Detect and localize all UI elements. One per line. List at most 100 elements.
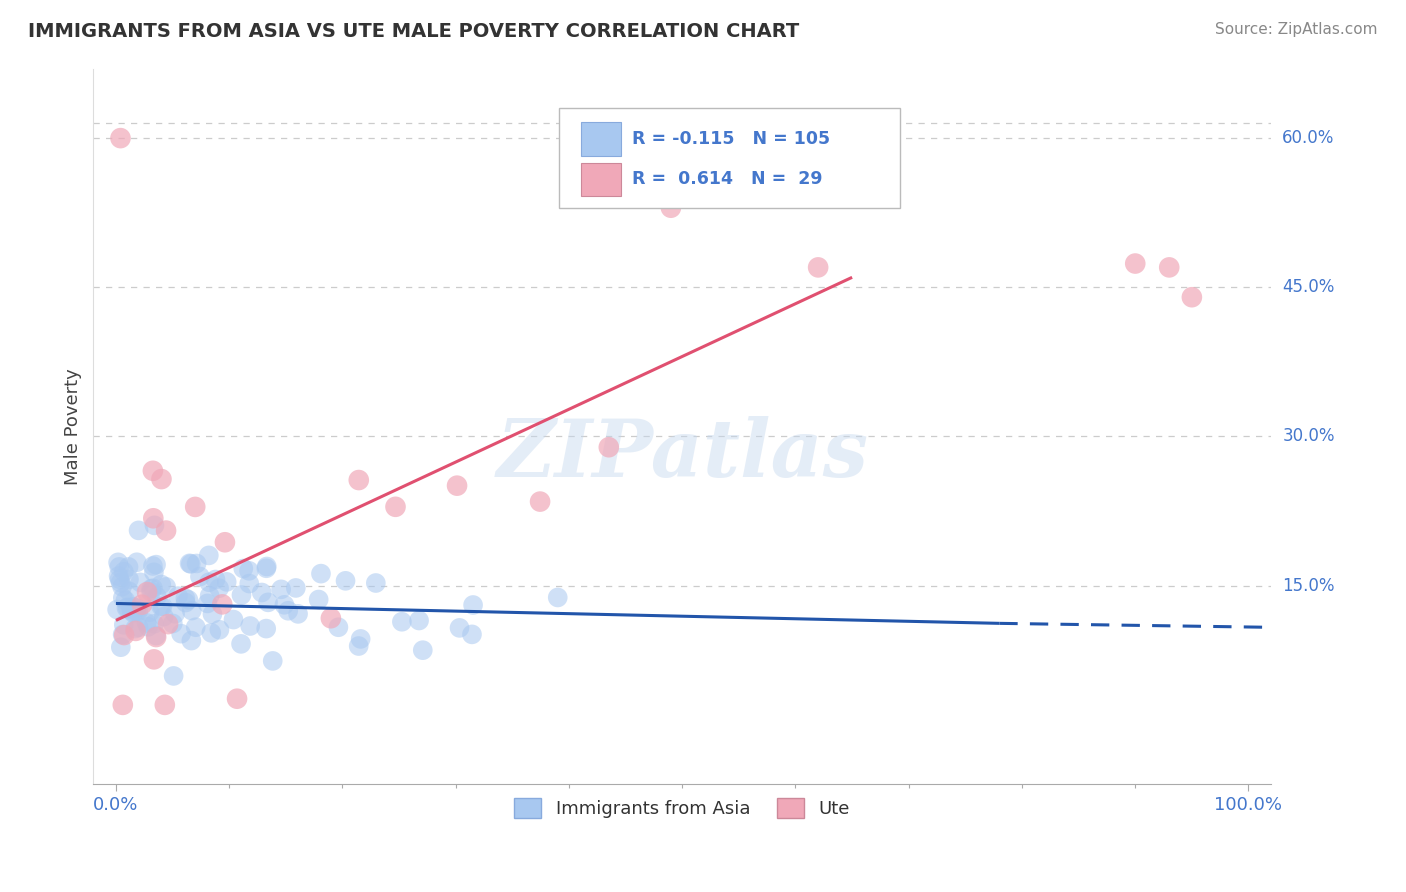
- Legend: Immigrants from Asia, Ute: Immigrants from Asia, Ute: [508, 791, 858, 825]
- Point: [308, 592, 330, 607]
- Point: [142, 652, 165, 666]
- Point: [174, 595, 197, 609]
- Point: [1123, 256, 1146, 270]
- Point: [162, 616, 184, 631]
- Point: [127, 604, 149, 618]
- Point: [152, 599, 174, 614]
- Point: [208, 623, 231, 637]
- Point: [128, 620, 150, 634]
- Point: [238, 576, 260, 591]
- Point: [198, 549, 221, 563]
- Point: [129, 575, 152, 590]
- Point: [111, 698, 134, 712]
- Point: [598, 440, 620, 454]
- Point: [180, 633, 202, 648]
- Point: [111, 580, 134, 594]
- FancyBboxPatch shape: [581, 122, 621, 155]
- Point: [136, 585, 159, 599]
- Point: [254, 622, 277, 636]
- Point: [198, 575, 221, 590]
- Point: [461, 627, 484, 641]
- Point: [153, 698, 176, 712]
- Point: [198, 589, 221, 603]
- Point: [142, 566, 165, 580]
- Point: [277, 604, 299, 618]
- Point: [180, 557, 202, 571]
- Point: [112, 628, 135, 642]
- Point: [118, 573, 141, 587]
- Text: R = -0.115   N = 105: R = -0.115 N = 105: [631, 129, 830, 148]
- Point: [529, 494, 551, 508]
- Point: [239, 619, 262, 633]
- Point: [135, 615, 157, 630]
- Point: [138, 605, 160, 619]
- FancyBboxPatch shape: [581, 162, 621, 196]
- Y-axis label: Male Poverty: Male Poverty: [65, 368, 82, 485]
- Point: [384, 500, 406, 514]
- Point: [139, 584, 162, 599]
- Point: [391, 615, 413, 629]
- Point: [250, 585, 273, 599]
- Text: 60.0%: 60.0%: [1282, 129, 1334, 147]
- Point: [188, 569, 211, 583]
- Point: [284, 581, 307, 595]
- Point: [162, 669, 184, 683]
- Point: [110, 575, 132, 590]
- FancyBboxPatch shape: [558, 108, 900, 208]
- Point: [273, 598, 295, 612]
- Point: [347, 639, 370, 653]
- Point: [807, 260, 830, 275]
- Point: [131, 598, 153, 612]
- Point: [110, 131, 132, 145]
- Point: [262, 654, 284, 668]
- Text: 45.0%: 45.0%: [1282, 278, 1334, 296]
- Point: [201, 607, 224, 621]
- Point: [165, 607, 187, 621]
- Point: [124, 622, 146, 636]
- Point: [254, 561, 277, 575]
- Point: [120, 604, 142, 618]
- Point: [270, 582, 292, 597]
- Point: [143, 616, 166, 631]
- Text: 15.0%: 15.0%: [1282, 576, 1334, 595]
- Point: [412, 643, 434, 657]
- Point: [155, 524, 177, 538]
- Point: [335, 574, 357, 588]
- Point: [547, 591, 569, 605]
- Text: IMMIGRANTS FROM ASIA VS UTE MALE POVERTY CORRELATION CHART: IMMIGRANTS FROM ASIA VS UTE MALE POVERTY…: [28, 22, 800, 41]
- Point: [184, 620, 207, 634]
- Point: [157, 617, 180, 632]
- Point: [215, 574, 238, 589]
- Point: [111, 591, 134, 605]
- Point: [1159, 260, 1181, 275]
- Point: [143, 518, 166, 533]
- Point: [146, 590, 169, 604]
- Point: [150, 577, 173, 591]
- Point: [115, 601, 138, 615]
- Point: [177, 592, 200, 607]
- Text: R =  0.614   N =  29: R = 0.614 N = 29: [631, 170, 823, 188]
- Point: [257, 595, 280, 609]
- Point: [309, 566, 332, 581]
- Point: [111, 627, 134, 641]
- Point: [122, 599, 145, 614]
- Point: [117, 560, 139, 574]
- Point: [112, 617, 135, 632]
- Point: [461, 598, 484, 612]
- Point: [107, 569, 129, 583]
- Text: ZIPatlas: ZIPatlas: [496, 417, 869, 494]
- Point: [117, 600, 139, 615]
- Point: [120, 602, 142, 616]
- Point: [347, 473, 370, 487]
- Point: [204, 573, 226, 587]
- Point: [446, 478, 468, 492]
- Point: [122, 606, 145, 620]
- Point: [184, 500, 207, 514]
- Point: [149, 599, 172, 614]
- Point: [142, 559, 165, 574]
- Point: [319, 611, 342, 625]
- Point: [142, 581, 165, 595]
- Point: [231, 588, 253, 602]
- Point: [108, 572, 131, 586]
- Point: [214, 535, 236, 549]
